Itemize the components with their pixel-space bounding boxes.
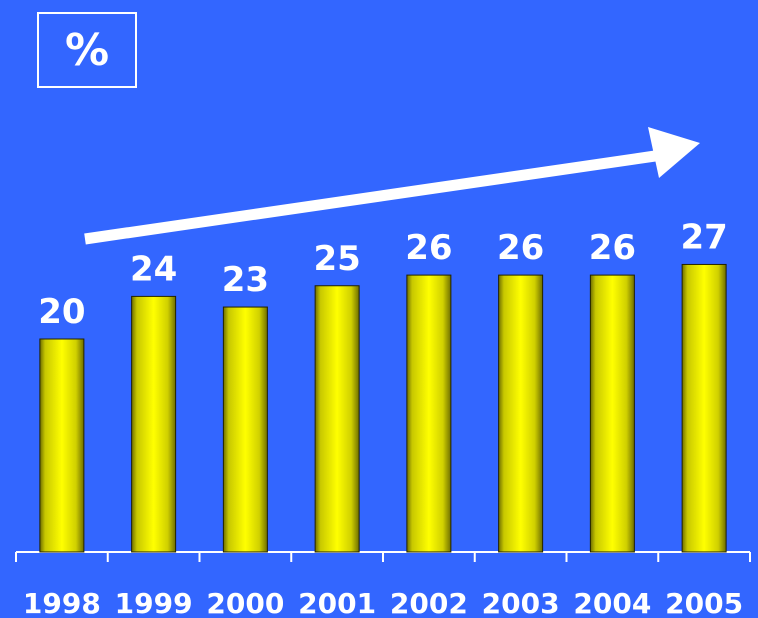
data-label-2000: 23 bbox=[222, 260, 269, 300]
bar-2003 bbox=[498, 274, 544, 553]
x-tick-label-1998: 1998 bbox=[23, 587, 101, 618]
x-tick-label-2004: 2004 bbox=[573, 587, 651, 618]
data-label-2003: 26 bbox=[497, 228, 544, 268]
bar-1998 bbox=[39, 338, 85, 553]
data-label-2005: 27 bbox=[680, 217, 727, 257]
trend-arrow bbox=[84, 127, 700, 245]
bar-2001 bbox=[314, 285, 360, 553]
unit-label-box: % bbox=[37, 12, 137, 88]
data-label-1998: 20 bbox=[38, 292, 85, 332]
x-tick-label-2000: 2000 bbox=[206, 587, 284, 618]
bar-2000 bbox=[222, 306, 268, 553]
data-label-2004: 26 bbox=[589, 228, 636, 268]
data-label-2002: 26 bbox=[405, 228, 452, 268]
x-tick-label-2001: 2001 bbox=[298, 587, 376, 618]
bar-1999 bbox=[131, 295, 177, 553]
x-tick-label-2005: 2005 bbox=[665, 587, 743, 618]
data-label-2001: 25 bbox=[313, 239, 360, 279]
bar-2002 bbox=[406, 274, 452, 553]
bar-2005 bbox=[681, 263, 727, 553]
x-tick-label-1999: 1999 bbox=[115, 587, 193, 618]
data-label-1999: 24 bbox=[130, 249, 177, 289]
unit-label: % bbox=[64, 24, 110, 76]
x-tick-label-2003: 2003 bbox=[482, 587, 560, 618]
bar-2004 bbox=[589, 274, 635, 553]
x-tick-label-2002: 2002 bbox=[390, 587, 468, 618]
